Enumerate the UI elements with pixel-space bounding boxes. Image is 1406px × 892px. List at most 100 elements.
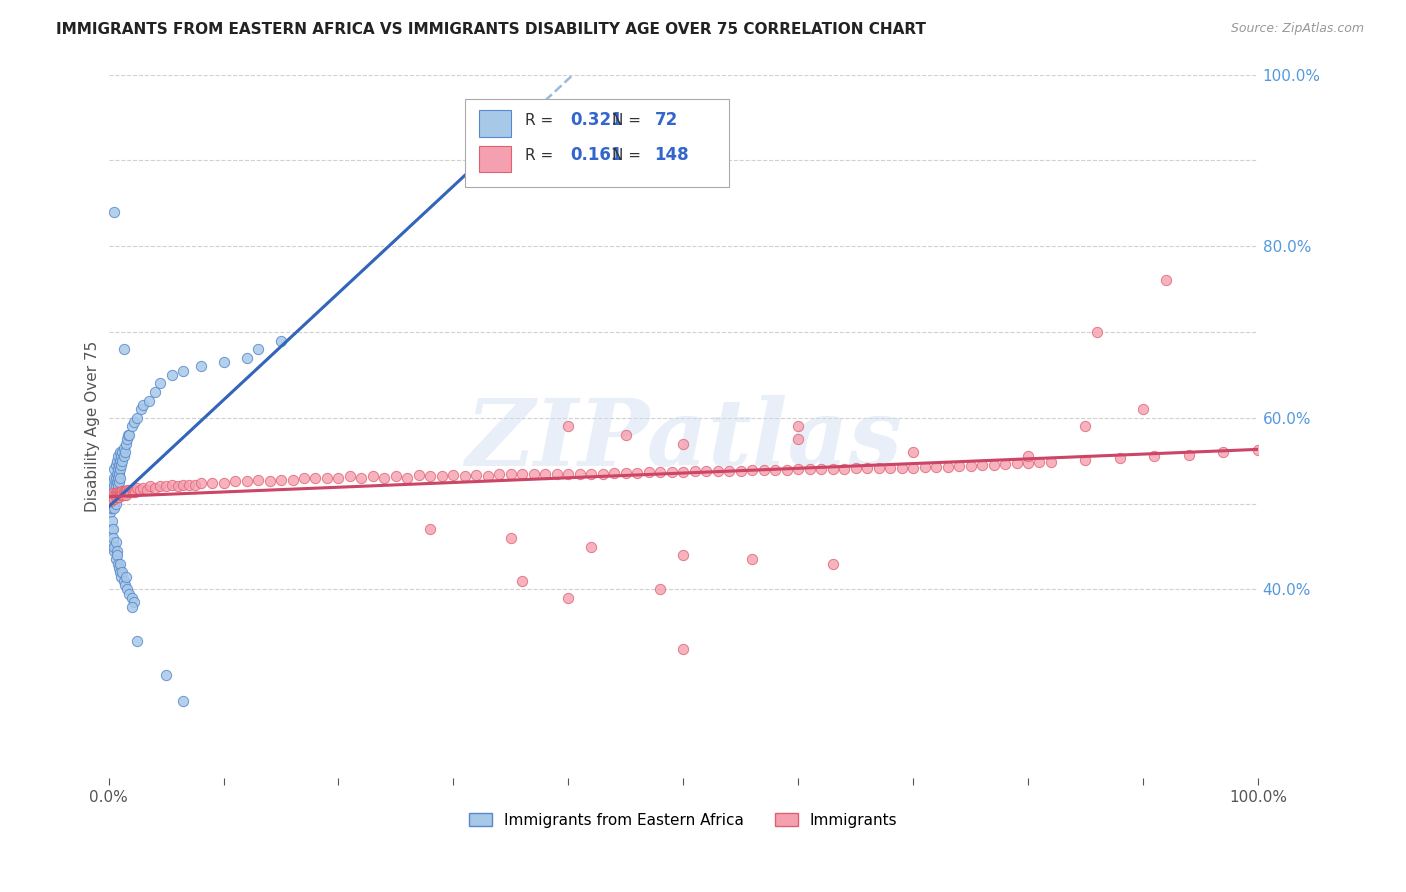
Point [103, 204, 125, 219]
Point [103, 488, 125, 502]
Point [139, 479, 162, 493]
Point [100, 479, 122, 493]
Point [127, 481, 149, 495]
Point [100, 500, 122, 515]
Point [799, 462, 821, 476]
Point [108, 471, 131, 485]
Point [108, 490, 131, 504]
Point [270, 334, 292, 348]
Point [304, 471, 326, 485]
Point [557, 591, 579, 605]
Point [465, 468, 488, 483]
Point [212, 475, 235, 490]
Point [190, 359, 212, 374]
Point [177, 477, 200, 491]
Point [1109, 451, 1132, 466]
Point [270, 473, 292, 487]
Point [160, 477, 183, 491]
Point [103, 471, 125, 485]
Point [101, 483, 124, 498]
Point [132, 398, 155, 412]
Point [477, 469, 499, 483]
Point [105, 483, 128, 498]
Point [763, 463, 786, 477]
Point [100, 492, 122, 507]
Point [592, 467, 614, 481]
Point [396, 471, 419, 485]
Point [224, 475, 246, 489]
Point [419, 469, 441, 483]
Point [832, 462, 855, 476]
Point [1017, 456, 1039, 470]
Point [856, 461, 879, 475]
Point [212, 355, 235, 369]
Point [101, 514, 124, 528]
Point [101, 500, 124, 515]
Point [129, 402, 152, 417]
Point [901, 460, 924, 475]
Point [1132, 402, 1154, 417]
Point [936, 459, 959, 474]
Point [718, 464, 741, 478]
Point [143, 385, 166, 400]
Point [1085, 325, 1108, 339]
Point [115, 569, 138, 583]
Point [419, 522, 441, 536]
Point [512, 467, 534, 482]
Point [121, 591, 143, 605]
Point [98, 505, 121, 519]
Point [603, 466, 626, 480]
Point [108, 566, 131, 580]
Text: R =: R = [524, 148, 558, 163]
Point [108, 484, 131, 499]
Point [1247, 442, 1270, 457]
Point [118, 587, 141, 601]
Point [108, 486, 131, 500]
Point [101, 488, 124, 502]
Point [614, 466, 637, 480]
Point [103, 497, 125, 511]
Point [499, 531, 522, 545]
Point [695, 464, 717, 478]
Point [104, 535, 127, 549]
Point [672, 642, 695, 657]
Point [124, 484, 146, 499]
Point [104, 471, 127, 485]
Point [523, 467, 546, 482]
Point [117, 428, 139, 442]
Point [101, 488, 124, 502]
Point [247, 473, 270, 487]
Point [135, 483, 157, 497]
Point [117, 484, 139, 499]
Point [1017, 450, 1039, 464]
Point [122, 415, 145, 429]
Point [100, 483, 122, 498]
Point [107, 484, 129, 499]
Point [970, 458, 993, 472]
Point [184, 477, 207, 491]
Point [155, 668, 177, 682]
Text: Source: ZipAtlas.com: Source: ZipAtlas.com [1230, 22, 1364, 36]
Point [626, 466, 648, 480]
Point [112, 342, 135, 356]
Point [672, 548, 695, 562]
Point [114, 445, 136, 459]
Point [122, 483, 145, 497]
Point [110, 569, 132, 583]
Point [104, 490, 127, 504]
Point [557, 467, 579, 481]
Point [103, 488, 125, 502]
Text: N =: N = [612, 112, 645, 128]
Point [810, 462, 832, 476]
Point [1154, 273, 1177, 287]
Point [108, 561, 131, 575]
Point [103, 535, 125, 549]
Point [155, 479, 177, 493]
Point [112, 441, 135, 455]
Point [430, 469, 453, 483]
Point [111, 445, 134, 459]
Point [114, 578, 136, 592]
Point [115, 483, 138, 498]
Point [120, 484, 142, 499]
Point [581, 540, 603, 554]
